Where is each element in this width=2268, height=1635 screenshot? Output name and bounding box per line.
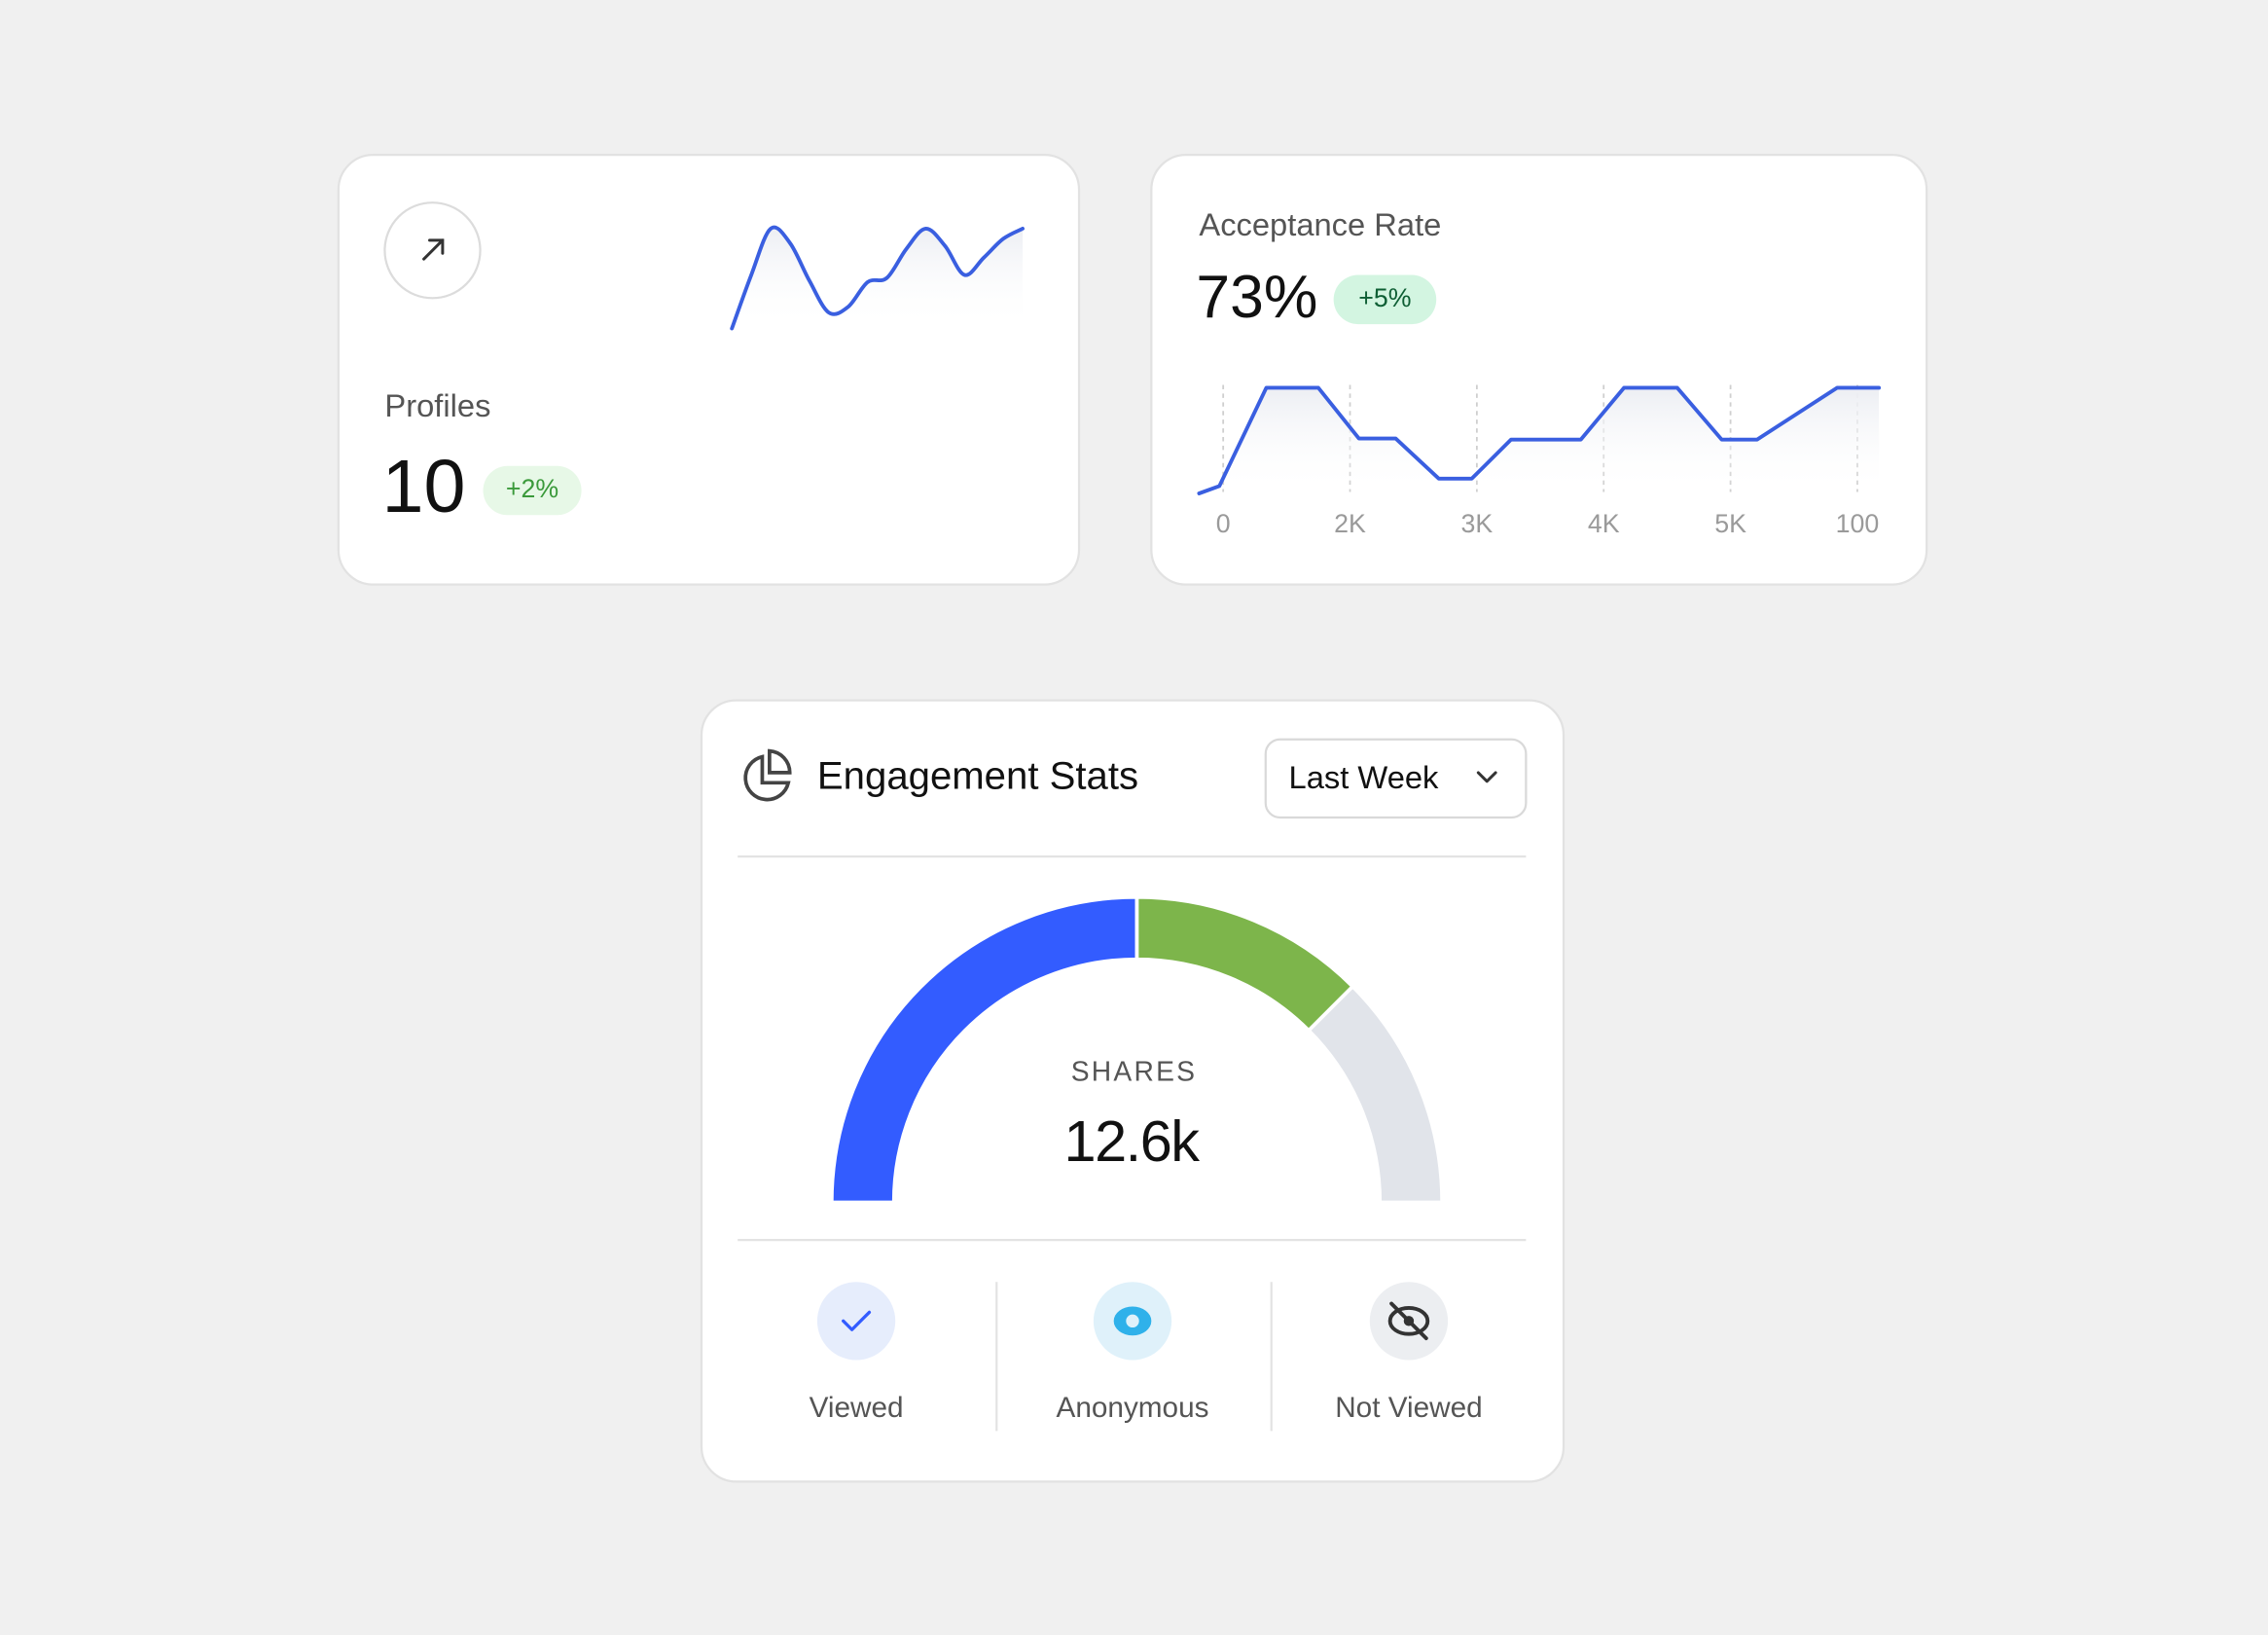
change-badge xyxy=(483,465,582,516)
engagement-card xyxy=(700,699,1566,1483)
gauge-segment xyxy=(1306,984,1445,1205)
x-tick-label: 3K xyxy=(1461,509,1494,538)
x-tick-label: 4K xyxy=(1588,509,1620,538)
sparkline xyxy=(730,225,1025,331)
profiles-label: Profiles xyxy=(384,387,490,423)
x-tick-label: 5K xyxy=(1714,509,1746,538)
change-text: +5% xyxy=(1358,283,1411,312)
eye-pupil xyxy=(1126,1314,1139,1328)
period-dropdown[interactable] xyxy=(1264,738,1528,819)
center-value: 12.6k xyxy=(1064,1108,1201,1174)
viewed-icon-bg xyxy=(816,1282,896,1361)
chevron-icon xyxy=(1476,771,1497,783)
period-text: Last Week xyxy=(1289,759,1439,795)
acceptance-value: 73% xyxy=(1196,263,1317,331)
x-tick-label: 100 xyxy=(1836,509,1880,538)
change-text: +2% xyxy=(506,474,558,503)
check-icon xyxy=(842,1310,872,1331)
x-tick-label: 0 xyxy=(1216,509,1231,538)
legend-label: Not Viewed xyxy=(1335,1392,1482,1424)
center-label: SHARES xyxy=(1071,1056,1198,1087)
arrow-icon xyxy=(422,238,445,261)
pie-icon xyxy=(743,748,792,802)
acceptance-label: Acceptance Rate xyxy=(1199,206,1441,242)
change-badge xyxy=(1333,274,1437,325)
profiles-value: 10 xyxy=(381,445,465,528)
legend-label: Anonymous xyxy=(1057,1392,1209,1424)
sparkline-area xyxy=(732,227,1024,329)
eye-off-icon xyxy=(1387,1301,1430,1341)
x-tick-label: 2K xyxy=(1334,509,1366,538)
legend-label: Viewed xyxy=(810,1392,904,1424)
card-title: Engagement Stats xyxy=(817,753,1138,797)
line xyxy=(1197,385,1882,495)
